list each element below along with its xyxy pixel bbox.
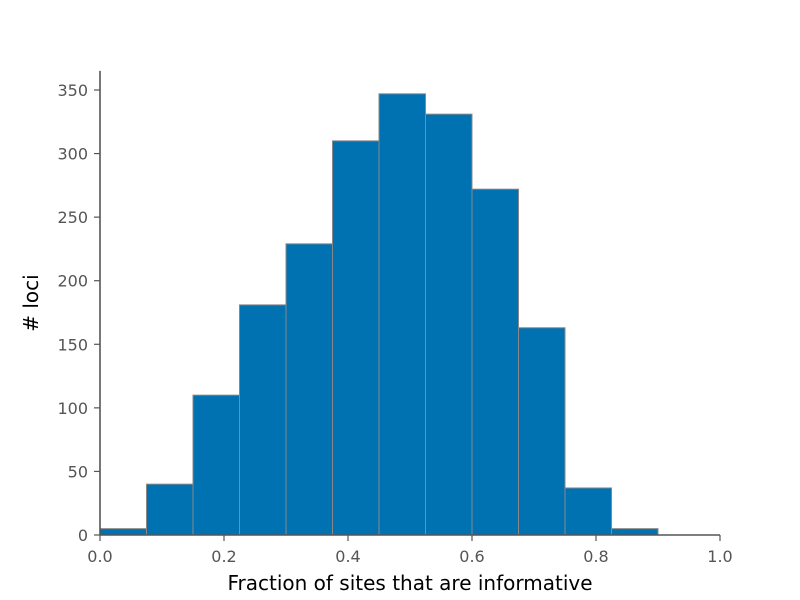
y-axis-label: # loci	[19, 274, 43, 331]
y-tick-label: 200	[57, 272, 88, 291]
x-ticks: 0.0 0.2 0.4 0.6 0.8 1.0	[87, 535, 733, 566]
x-tick-label: 0.0	[87, 547, 112, 566]
histogram-bar	[471, 188, 519, 536]
histogram-bar	[611, 528, 659, 536]
bars-group	[99, 93, 659, 536]
y-tick-label: 100	[57, 399, 88, 418]
x-tick-label: 0.8	[583, 547, 608, 566]
histogram-bar	[146, 483, 194, 536]
y-tick-label: 50	[68, 462, 88, 481]
x-axis-label: Fraction of sites that are informative	[227, 571, 592, 595]
x-tick-label: 1.0	[707, 547, 732, 566]
histogram-bar	[564, 487, 612, 536]
histogram-bar	[192, 394, 240, 536]
y-tick-label: 350	[57, 81, 88, 100]
y-tick-label: 250	[57, 208, 88, 227]
histogram-bar	[285, 243, 333, 536]
y-ticks: 0 50 100 150 200 250 300 350	[57, 81, 100, 545]
histogram-bar	[99, 528, 147, 536]
histogram-bar	[378, 93, 426, 536]
x-tick-label: 0.4	[335, 547, 360, 566]
y-tick-label: 300	[57, 145, 88, 164]
histogram-bar	[239, 304, 287, 536]
x-tick-label: 0.2	[211, 547, 236, 566]
y-tick-label: 150	[57, 335, 88, 354]
y-tick-label: 0	[78, 526, 88, 545]
histogram-bar	[518, 327, 566, 536]
histogram-bar	[425, 113, 473, 536]
x-tick-label: 0.6	[459, 547, 484, 566]
histogram-bar	[332, 140, 380, 536]
